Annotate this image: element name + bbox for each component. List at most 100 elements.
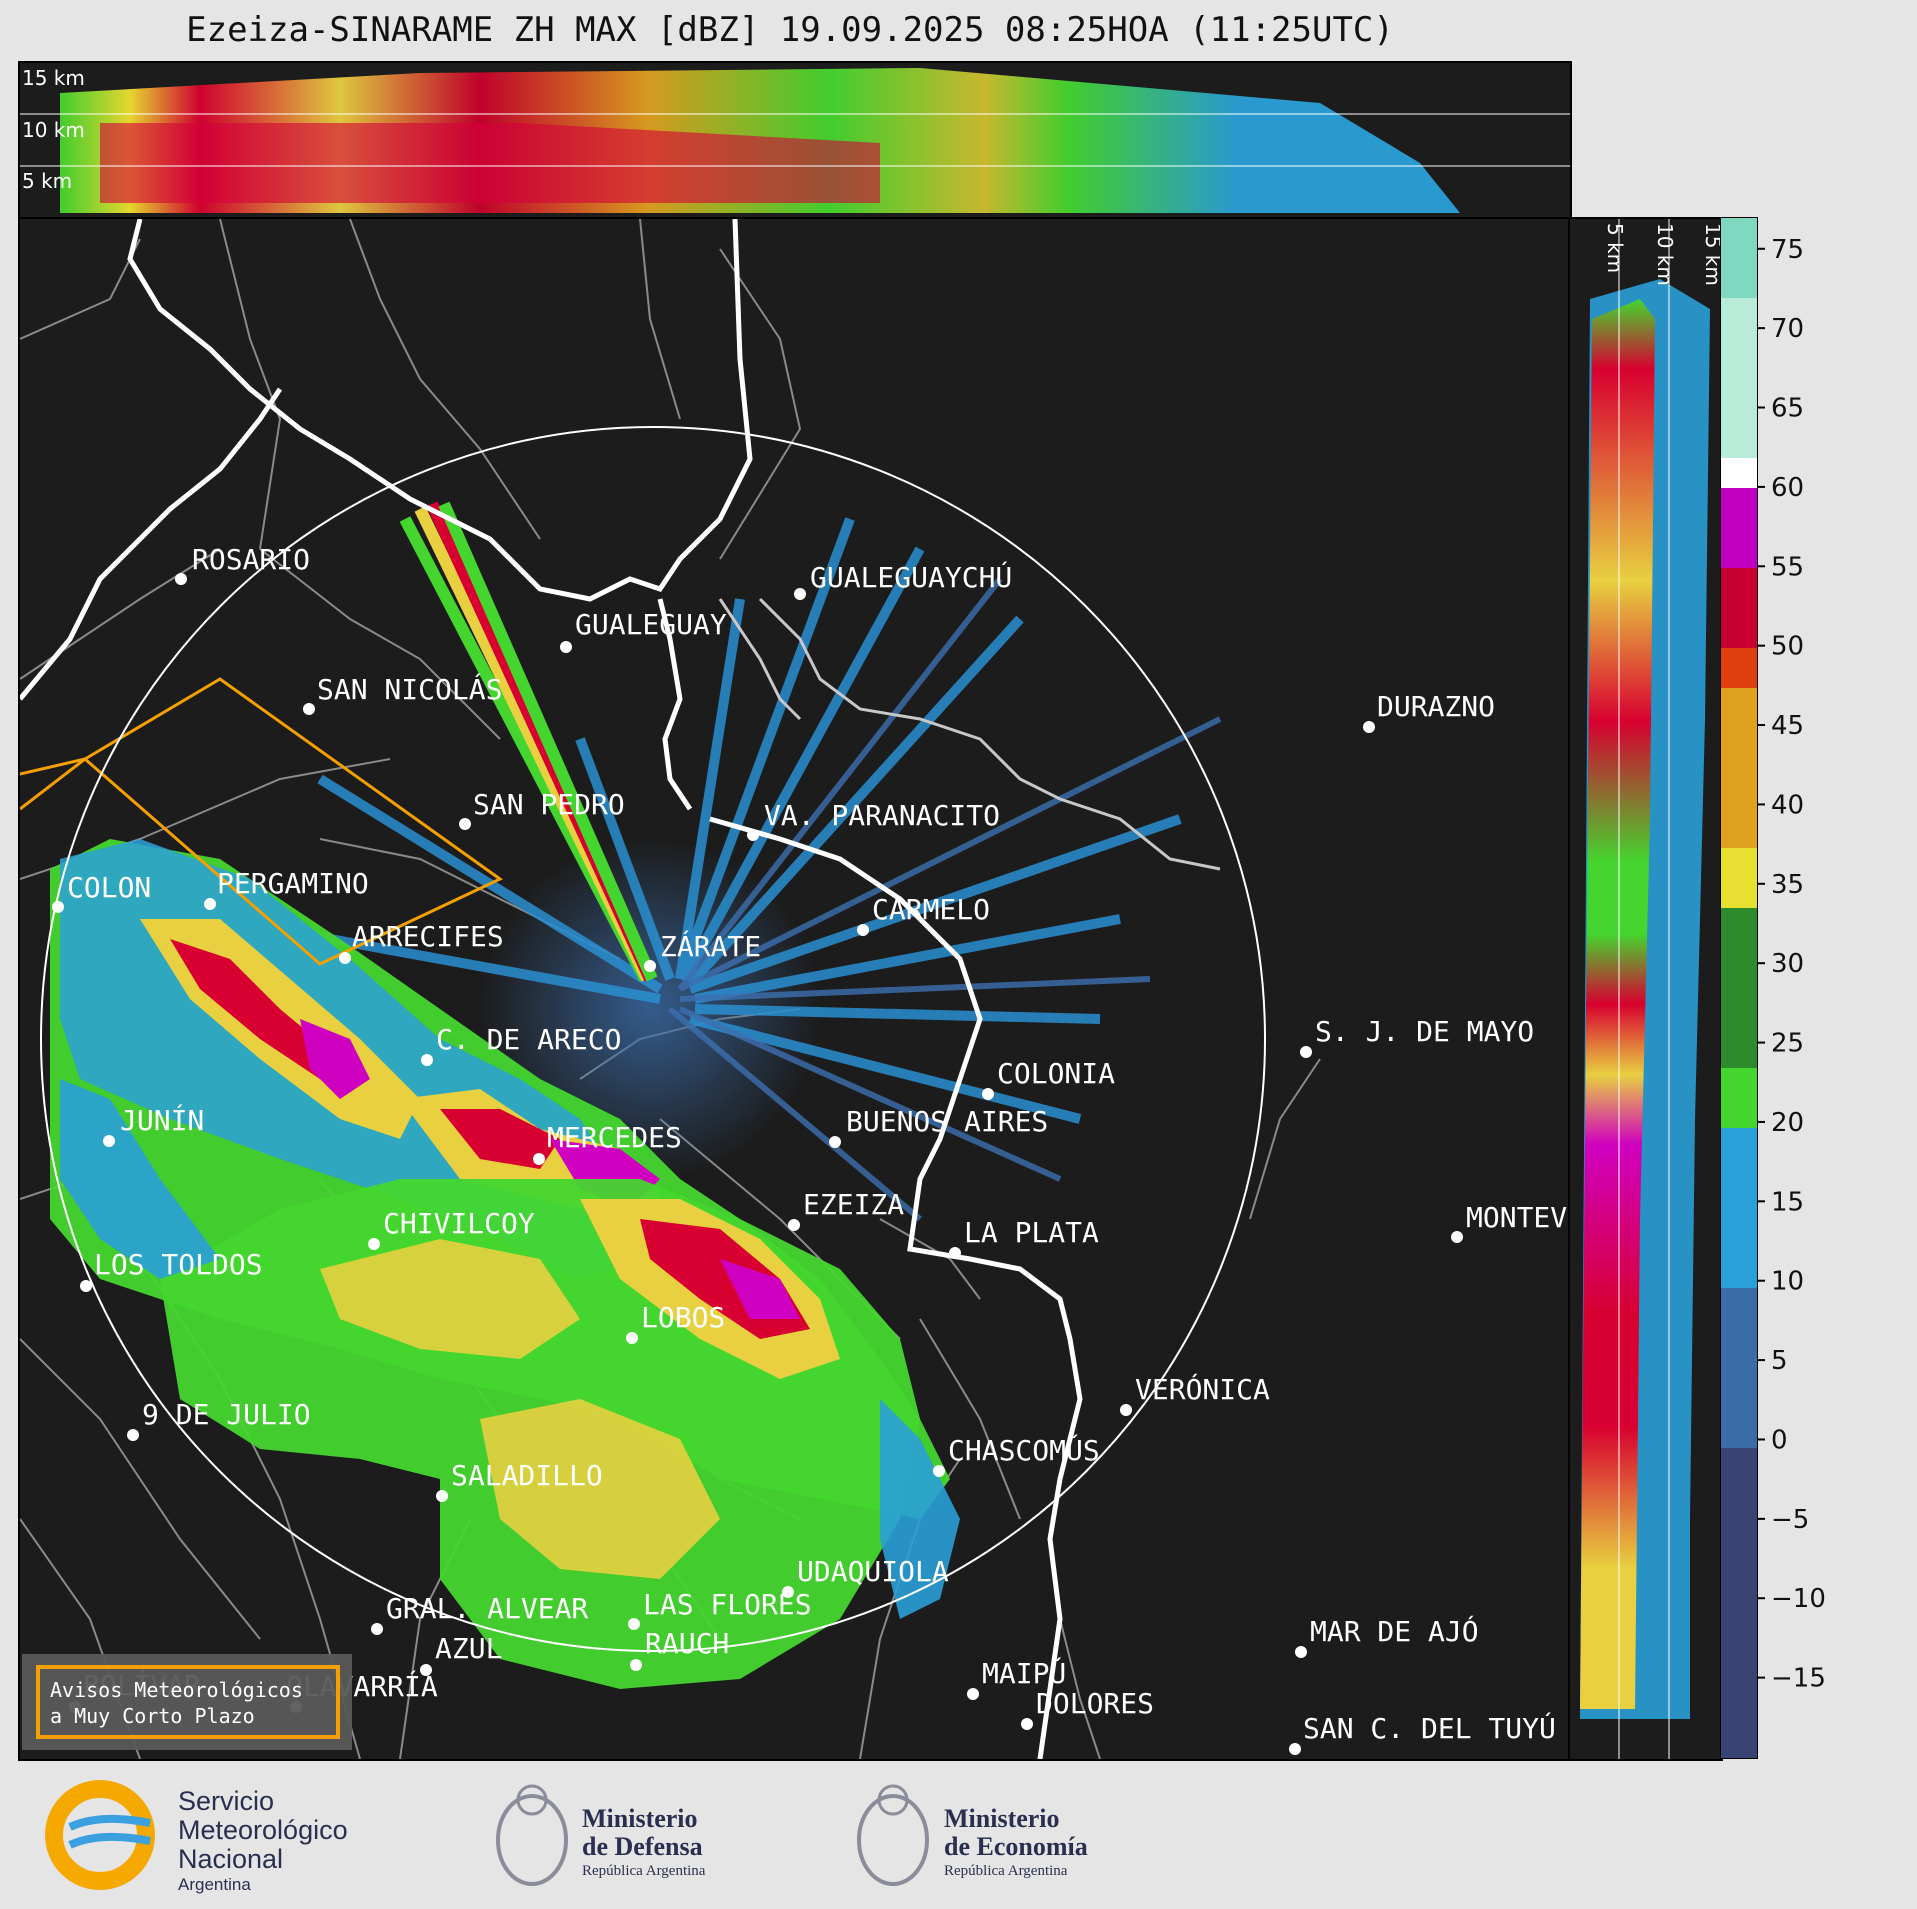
city-c-de-areco: C. DE ARECO [421, 1023, 621, 1066]
colorbar-tick-label: 20 [1771, 1108, 1804, 1138]
svg-text:CARMELO: CARMELO [872, 893, 990, 926]
side-cross-section-panel: 5 km 10 km 15 km [1568, 217, 1723, 1761]
city-gral-alvear: GRAL. ALVEAR [371, 1592, 588, 1635]
svg-text:ZÁRATE: ZÁRATE [660, 929, 761, 963]
top-cross-section-plot: 15 km 10 km 5 km [20, 66, 1570, 213]
svg-text:GRAL. ALVEAR: GRAL. ALVEAR [386, 1592, 588, 1625]
side-height-label-5km: 5 km [1603, 223, 1627, 273]
footer-logos-svg: Servicio Meteorológico Nacional Argentin… [45, 1780, 1088, 1894]
svg-text:VA. PARANACITO: VA. PARANACITO [764, 799, 1000, 832]
defensa-logo: Ministerio de Defensa República Argentin… [496, 1784, 706, 1886]
colorbar-tick-label: 50 [1771, 632, 1804, 662]
dbz-colorbar [1720, 217, 1758, 1759]
city-junin: JUNÍN [103, 1103, 204, 1147]
city-s-j-de-mayo: S. J. DE MAYO [1300, 1015, 1534, 1058]
colorbar-tick-label: −5 [1771, 1505, 1809, 1535]
svg-text:DURAZNO: DURAZNO [1377, 690, 1495, 723]
city-dolores: DOLORES [1021, 1687, 1154, 1730]
colorbar-tick-label: 55 [1771, 552, 1804, 582]
svg-text:LOS TOLDOS: LOS TOLDOS [94, 1248, 263, 1281]
colorbar-tick-label: 45 [1771, 711, 1804, 741]
colorbar-tick-label: 30 [1771, 949, 1804, 979]
svg-text:9 DE JULIO: 9 DE JULIO [142, 1398, 311, 1431]
svg-text:DOLORES: DOLORES [1036, 1687, 1154, 1720]
coastlines [20, 219, 1083, 1759]
colorbar-tick-label: 0 [1771, 1425, 1788, 1455]
city-colon: COLON [52, 871, 151, 913]
smn-line1: Servicio [178, 1786, 274, 1816]
svg-text:ARRECIFES: ARRECIFES [352, 920, 504, 953]
city-carmelo: CARMELO [857, 893, 990, 936]
svg-text:JUNÍN: JUNÍN [120, 1103, 204, 1137]
defensa-line2: de Defensa [582, 1832, 703, 1861]
radar-echoes [50, 501, 1222, 1689]
city-durazno: DURAZNO [1363, 690, 1495, 733]
svg-text:PERGAMINO: PERGAMINO [217, 867, 369, 900]
svg-text:LAS FLORES: LAS FLORES [643, 1588, 812, 1621]
colorbar-tick-label: 10 [1771, 1267, 1804, 1297]
economia-line3: República Argentina [944, 1863, 1068, 1879]
colorbar-tick-label: 60 [1771, 473, 1804, 503]
defensa-line1: Ministerio [582, 1804, 698, 1833]
economia-logo: Ministerio de Economía República Argenti… [857, 1784, 1088, 1886]
svg-text:COLON: COLON [67, 871, 151, 904]
city-zarate: ZÁRATE [644, 929, 761, 972]
city-chivilcoy: CHIVILCOY [368, 1207, 535, 1250]
city-chascomus: CHASCOMÚS [933, 1433, 1100, 1477]
radar-map-panel: ROSARIO GUALEGUAYCHÚ GUALEGUAY SAN NICOL… [18, 217, 1572, 1761]
economia-line2: de Economía [944, 1832, 1088, 1861]
svg-text:SAN PEDRO: SAN PEDRO [473, 788, 625, 821]
height-label-15km: 15 km [22, 66, 85, 90]
svg-text:SALADILLO: SALADILLO [451, 1459, 603, 1492]
colorbar-tick-label: 75 [1771, 235, 1804, 265]
city-va-paranacito: VA. PARANACITO [747, 799, 1000, 841]
warning-polygon[interactable] [82, 677, 503, 966]
footer-logos: Servicio Meteorológico Nacional Argentin… [0, 1765, 1917, 1909]
city-rosario: ROSARIO [175, 543, 310, 585]
city-pergamino: PERGAMINO [204, 867, 369, 910]
height-label-10km: 10 km [22, 118, 85, 142]
colorbar-tick-label: 35 [1771, 870, 1804, 900]
colorbar-tick-label: 65 [1771, 394, 1804, 424]
colorbar-ticks: 75 70 65 60 55 50 45 40 35 30 25 20 15 10 5 0 −5 −10 −15 [1757, 217, 1857, 1757]
city-ezeiza: EZEIZA [788, 1188, 904, 1231]
colorbar-tick-label: −10 [1771, 1584, 1826, 1614]
city-montevideo: MONTEVIDEO [1451, 1201, 1570, 1243]
city-gualeguay: GUALEGUAY [560, 608, 727, 653]
defensa-line3: República Argentina [582, 1863, 706, 1879]
svg-text:EZEIZA: EZEIZA [803, 1188, 904, 1221]
city-markers: ROSARIO GUALEGUAYCHÚ GUALEGUAY SAN NICOL… [52, 543, 1570, 1755]
smn-line4: Argentina [178, 1875, 251, 1894]
svg-text:MERCEDES: MERCEDES [547, 1121, 682, 1154]
svg-text:GUALEGUAY: GUALEGUAY [575, 608, 727, 641]
city-san-nicolas: SAN NICOLÁS [303, 672, 502, 715]
city-colonia: COLONIA [982, 1057, 1115, 1100]
side-height-label-10km: 10 km [1653, 223, 1677, 286]
city-9-de-julio: 9 DE JULIO [127, 1398, 311, 1441]
top-cross-section-panel: 15 km 10 km 5 km [18, 61, 1572, 220]
side-cross-section-plot: 5 km 10 km 15 km [1580, 219, 1721, 1759]
city-arrecifes: ARRECIFES [339, 920, 504, 964]
svg-text:COLONIA: COLONIA [997, 1057, 1115, 1090]
colorbar-gradient [1721, 218, 1757, 1758]
svg-text:LOBOS: LOBOS [641, 1301, 725, 1334]
svg-text:SAN C. DEL TUYÚ: SAN C. DEL TUYÚ [1303, 1711, 1556, 1745]
city-veronica: VERÓNICA [1120, 1372, 1270, 1416]
city-gualeguaychu: GUALEGUAYCHÚ [794, 560, 1012, 600]
city-saladillo: SALADILLO [436, 1459, 603, 1502]
economia-line1: Ministerio [944, 1804, 1060, 1833]
city-mercedes: MERCEDES [533, 1121, 682, 1165]
colorbar-tick-label: 40 [1771, 790, 1804, 820]
svg-text:VERÓNICA: VERÓNICA [1135, 1372, 1270, 1406]
colorbar-tick-label: 70 [1771, 314, 1804, 344]
colorbar-tick-label: 25 [1771, 1029, 1804, 1059]
svg-text:S. J. DE MAYO: S. J. DE MAYO [1315, 1015, 1534, 1048]
svg-text:GUALEGUAYCHÚ: GUALEGUAYCHÚ [810, 560, 1012, 594]
svg-text:LA PLATA: LA PLATA [964, 1216, 1099, 1249]
svg-text:C. DE ARECO: C. DE ARECO [436, 1023, 621, 1056]
svg-text:BOLÍVAR: BOLÍVAR [83, 1668, 201, 1702]
smn-line2: Meteorológico [178, 1815, 348, 1845]
radar-map: ROSARIO GUALEGUAYCHÚ GUALEGUAY SAN NICOL… [20, 219, 1570, 1759]
city-san-pedro: SAN PEDRO [459, 788, 625, 830]
